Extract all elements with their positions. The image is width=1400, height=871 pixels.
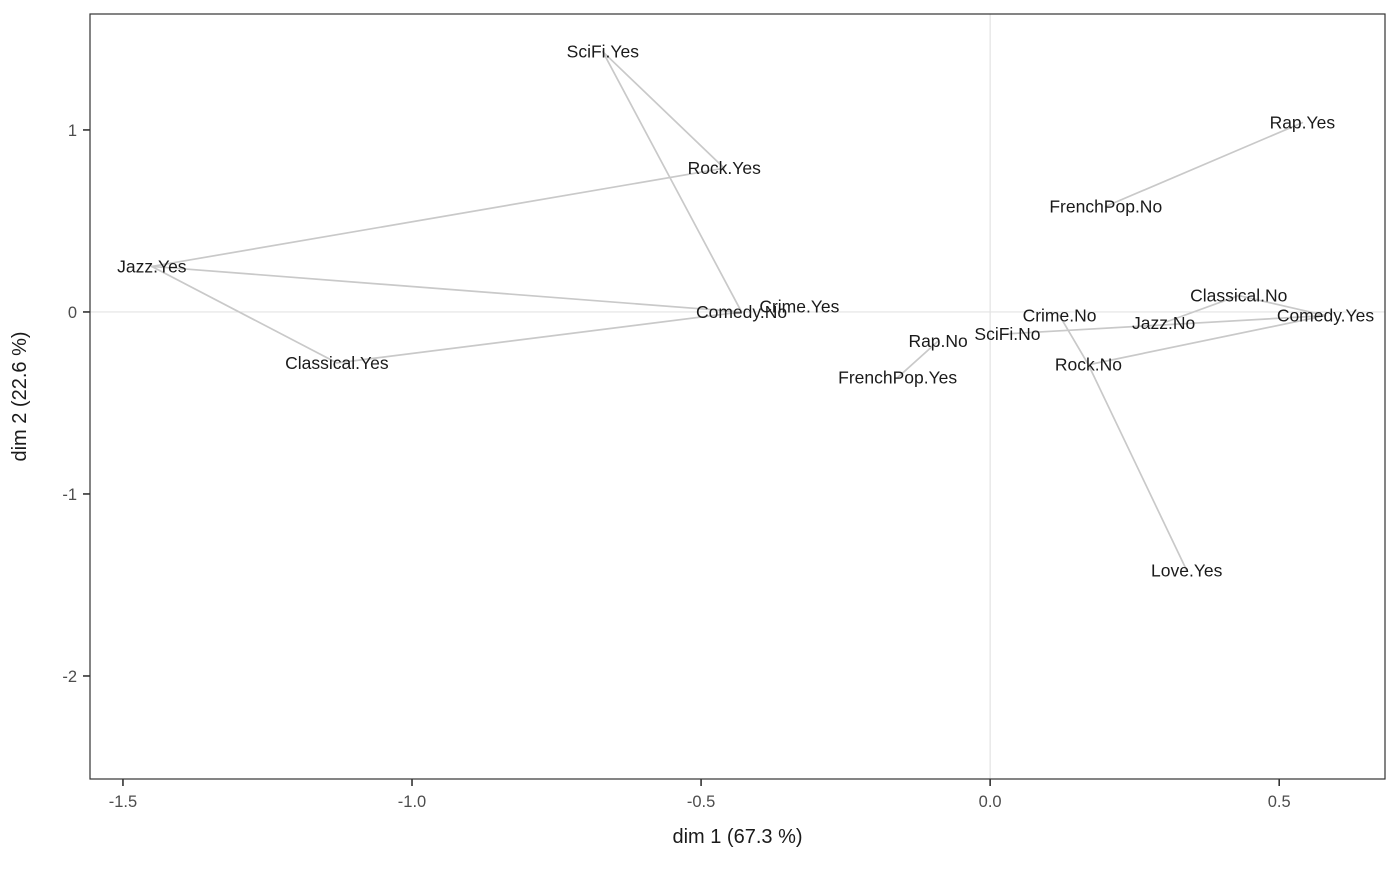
edge-line <box>151 265 338 364</box>
x-tick-label: 0.5 <box>1268 793 1291 811</box>
category-label: Jazz.No <box>1132 313 1195 333</box>
edge-line <box>151 167 726 268</box>
category-label: Classical.Yes <box>285 353 389 373</box>
category-link-lines <box>151 50 1327 572</box>
category-label: Crime.No <box>1023 306 1097 326</box>
edge-line <box>1104 121 1304 208</box>
category-label: Classical.No <box>1190 286 1287 306</box>
x-tick-label: -0.5 <box>687 793 715 811</box>
category-labels: SciFi.Yes Rock.Yes Jazz.Yes Classical.Yes Co… <box>117 42 1374 581</box>
zero-reference-lines <box>90 14 1385 779</box>
category-label: Rock.Yes <box>688 158 762 178</box>
category-label: Rap.Yes <box>1270 113 1336 133</box>
x-axis-title: dim 1 (67.3 %) <box>672 826 802 848</box>
category-label: Jazz.Yes <box>117 256 187 276</box>
edge-line <box>1006 314 1327 335</box>
category-label: FrenchPop.Yes <box>838 367 957 387</box>
edge-line <box>601 50 726 170</box>
x-axis: -1.5 -1.0 -0.5 0.0 0.5 <box>109 779 1291 811</box>
edge-line <box>1087 363 1188 572</box>
y-tick-label: -2 <box>62 668 77 686</box>
edge-line <box>336 311 743 364</box>
category-label: Comedy.No <box>696 302 787 322</box>
edge-line <box>1058 314 1090 366</box>
y-tick-label: -1 <box>62 486 77 504</box>
y-tick-label: 1 <box>68 122 77 140</box>
category-label: Love.Yes <box>1151 560 1223 580</box>
edge-line <box>896 340 939 379</box>
edge-line <box>1237 294 1327 317</box>
edge-line <box>601 50 743 313</box>
x-tick-label: -1.5 <box>109 793 137 811</box>
category-label: SciFi.No <box>974 324 1040 344</box>
category-label: FrenchPop.No <box>1049 196 1162 216</box>
y-axis-title: dim 2 (22.6 %) <box>9 331 31 461</box>
edge-line <box>1087 314 1327 366</box>
edge-line <box>1162 294 1240 324</box>
x-tick-label: 0.0 <box>979 793 1002 811</box>
category-label: Comedy.Yes <box>1277 306 1375 326</box>
x-tick-label: -1.0 <box>398 793 426 811</box>
edge-line <box>151 265 743 313</box>
panel-border <box>89 13 1386 780</box>
category-label: Rock.No <box>1055 355 1122 375</box>
category-label: Rap.No <box>908 331 967 351</box>
y-tick-label: 0 <box>68 304 77 322</box>
category-label: SciFi.Yes <box>567 42 640 62</box>
y-axis: 1 0 -1 -2 <box>62 122 90 686</box>
category-label: Crime.Yes <box>759 296 839 316</box>
